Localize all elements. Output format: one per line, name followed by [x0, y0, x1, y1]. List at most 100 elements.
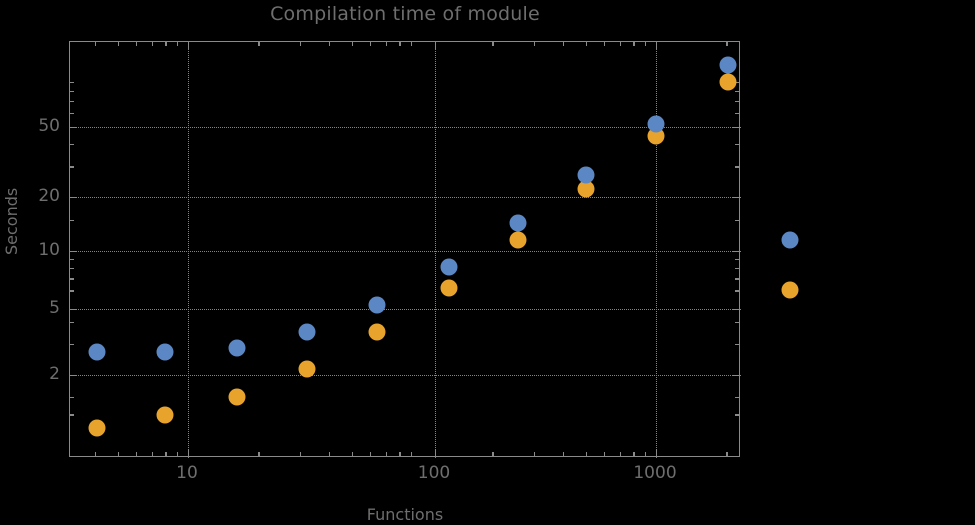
y-tick-10 — [732, 251, 739, 253]
x-minor-tick — [177, 42, 179, 46]
series-orange-point — [156, 406, 174, 424]
series-blue-point — [156, 343, 174, 361]
series-blue-point — [88, 343, 106, 361]
y-minor-tick — [70, 278, 74, 280]
x-minor-tick — [370, 452, 372, 456]
x-tick-100 — [435, 42, 437, 49]
x-minor-tick — [117, 452, 119, 456]
y-tick-2 — [70, 375, 77, 377]
y-tick-label-10: 10 — [38, 240, 60, 260]
series-orange-overflow-marker — [781, 281, 799, 299]
y-minor-tick — [735, 290, 739, 292]
y-minor-tick — [70, 101, 74, 103]
plot-area — [70, 42, 741, 458]
x-minor-tick — [492, 452, 494, 456]
x-minor-tick — [645, 42, 647, 46]
y-minor-tick — [70, 397, 74, 399]
series-orange-point — [298, 360, 316, 378]
x-minor-tick — [351, 452, 353, 456]
series-blue-point — [719, 56, 737, 74]
x-minor-tick — [165, 42, 167, 46]
gridline-y-10 — [70, 251, 741, 252]
chart-title: Compilation time of module — [270, 3, 540, 25]
x-tick-1000 — [656, 42, 658, 49]
x-minor-tick — [117, 42, 119, 46]
x-minor-tick — [585, 452, 587, 456]
y-tick-label-20: 20 — [38, 186, 60, 206]
x-tick-10 — [188, 42, 190, 49]
x-minor-tick — [299, 452, 301, 456]
y-axis-title: Seconds — [2, 187, 21, 255]
x-minor-tick — [411, 452, 413, 456]
x-minor-tick — [177, 452, 179, 456]
gridline-x-10 — [188, 42, 189, 458]
x-minor-tick — [151, 452, 153, 456]
series-orange-point — [719, 73, 737, 91]
x-minor-tick — [533, 42, 535, 46]
y-minor-tick — [70, 166, 74, 168]
x-minor-tick — [411, 42, 413, 46]
y-minor-tick — [70, 81, 74, 83]
x-tick-label-1000: 1000 — [633, 463, 677, 483]
x-minor-tick — [328, 42, 331, 46]
x-minor-tick — [136, 452, 138, 456]
y-tick-label-5: 5 — [49, 298, 60, 318]
x-tick-10 — [188, 449, 190, 456]
y-tick-2 — [732, 375, 739, 377]
x-minor-tick — [385, 42, 387, 46]
y-minor-tick — [735, 101, 739, 103]
gridline-y-50 — [70, 127, 741, 128]
y-minor-tick — [70, 259, 74, 261]
x-axis-title: Functions — [366, 505, 444, 524]
y-minor-tick — [735, 112, 739, 115]
y-minor-tick — [70, 268, 74, 270]
x-minor-tick — [619, 452, 621, 456]
x-minor-tick — [604, 452, 606, 456]
x-minor-tick — [136, 42, 138, 46]
series-orange-point — [88, 419, 106, 437]
y-tick-label-2: 2 — [49, 364, 60, 384]
x-minor-tick — [165, 452, 167, 456]
series-blue-overflow-marker — [781, 231, 799, 249]
x-minor-tick — [258, 452, 260, 456]
y-minor-tick — [735, 397, 739, 399]
y-tick-5 — [732, 309, 739, 311]
y-minor-tick — [735, 90, 739, 92]
y-minor-tick — [70, 144, 74, 146]
x-minor-tick — [726, 452, 728, 456]
series-blue-point — [509, 214, 527, 232]
series-blue-point — [577, 166, 595, 184]
y-minor-tick — [735, 144, 739, 146]
gridline-x-1000 — [656, 42, 657, 458]
y-minor-tick — [735, 259, 739, 261]
series-orange-point — [440, 279, 458, 297]
gridline-y-2 — [70, 375, 741, 376]
y-minor-tick — [735, 166, 739, 168]
y-minor-tick — [735, 81, 739, 83]
x-tick-label-100: 100 — [417, 463, 451, 483]
x-minor-tick — [370, 42, 372, 46]
y-minor-tick — [735, 414, 739, 416]
y-tick-label-50: 50 — [38, 116, 60, 136]
x-minor-tick — [385, 452, 387, 456]
plot-frame — [69, 41, 741, 458]
y-minor-tick — [735, 321, 739, 323]
x-minor-tick — [633, 452, 635, 456]
gridline-y-20 — [70, 197, 741, 198]
x-minor-tick — [399, 42, 401, 46]
x-minor-tick — [645, 452, 647, 456]
series-orange-point — [368, 323, 386, 341]
x-minor-tick — [399, 452, 401, 456]
y-minor-tick — [70, 290, 74, 292]
x-tick-100 — [435, 449, 437, 456]
x-minor-tick — [151, 42, 153, 46]
x-minor-tick — [604, 42, 606, 46]
y-minor-tick — [70, 321, 74, 323]
series-orange-point — [228, 388, 246, 406]
x-minor-tick — [633, 42, 635, 46]
y-tick-5 — [70, 309, 77, 311]
x-minor-tick — [492, 42, 494, 46]
y-minor-tick — [735, 219, 739, 221]
x-minor-tick — [258, 42, 260, 46]
x-tick-1000 — [656, 449, 658, 456]
